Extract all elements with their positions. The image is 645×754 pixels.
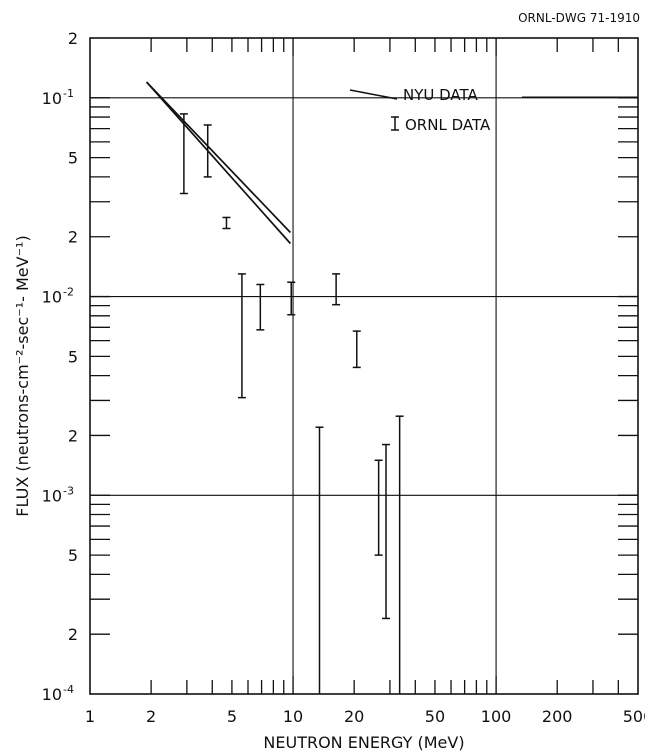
x-tick-label: 20 [344,707,364,726]
y-tick-label: 5 [68,347,78,366]
y-tick-label: 10 [42,486,62,505]
x-tick-label: 1 [85,707,95,726]
y-tick-label: 2 [68,228,78,247]
axis-ticks [90,38,638,694]
y-tick-label: 10 [42,685,62,704]
y-tick-label: 10 [42,288,62,307]
x-tick-label: 2 [146,707,156,726]
ornl-errorbar [237,273,246,399]
x-tick-label: 5 [227,707,237,726]
x-tick-label: 100 [481,707,512,726]
ornl-errorbar [203,124,212,178]
y-tick-label: 2 [68,29,78,48]
x-tick-label: 200 [542,707,573,726]
x-axis-title: NEUTRON ENERGY (MeV) [263,733,464,752]
legend-errorbar-swatch [391,116,399,131]
ornl-errorbar [352,330,361,369]
y-axis-title: FLUX (neutrons-cm⁻²-sec⁻¹- MeV⁻¹) [13,235,32,516]
y-tick-exponent: -3 [63,484,74,497]
ornl-errorbar [382,443,391,620]
ornl-errorbar [395,415,404,694]
ornl-errorbar [332,273,341,306]
x-tick-label: 10 [283,707,303,726]
legend-label-nyu: NYU DATA [403,86,479,104]
nyu-data-line [145,81,292,234]
x-tick-labels: 1 2 5 10 20 50 100 200 500 [85,707,645,726]
grid-lines [90,38,638,694]
ornl-errorbar [287,281,296,316]
drawing-number: ORNL-DWG 71-1910 [518,11,640,25]
ornl-errorbar [374,459,383,556]
ornl-errorbar [315,426,324,694]
ornl-errorbar [256,283,265,331]
plot-frame [89,37,639,695]
y-tick-label: 2 [68,426,78,445]
x-tick-label: 500 [623,707,645,726]
y-tick-exponent: -4 [63,683,74,696]
data-series [145,81,404,694]
y-tick-label: 5 [68,546,78,565]
legend: NYU DATA ORNL DATA [349,86,638,134]
y-tick-label: 10 [42,89,62,108]
ornl-errorbar [179,113,188,195]
y-tick-label: 2 [68,625,78,644]
legend-line-swatch [349,89,398,100]
y-tick-label: 5 [68,149,78,168]
legend-label-ornl: ORNL DATA [405,116,491,134]
x-tick-label: 50 [425,707,445,726]
y-tick-exponent: -1 [63,87,74,100]
nyu-data-line [145,81,292,245]
ornl-errorbar [222,216,231,230]
y-tick-exponent: -2 [63,286,74,299]
